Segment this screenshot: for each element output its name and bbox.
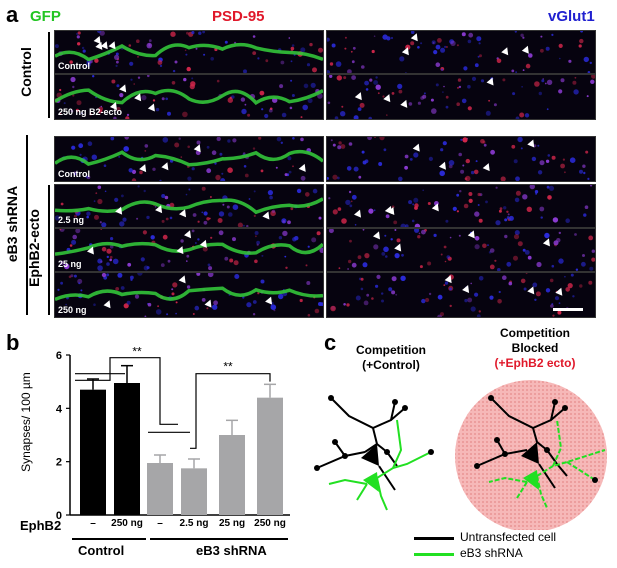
shrna-group-label: eB3 shRNA: [4, 185, 20, 263]
left-cells-diagram: [314, 395, 434, 511]
control-x-group-label: Control: [78, 543, 125, 558]
sig-bracket-1: [75, 357, 178, 425]
micrograph-3-right: [326, 136, 596, 182]
micrograph-label-2: 250 ng B2-ecto: [58, 107, 123, 117]
x-tick-label-2: 250 ng: [111, 518, 143, 529]
shrna-x-group-label: eB3 shRNA: [196, 543, 267, 558]
right-title-line2: Blocked: [511, 341, 559, 355]
sig-bracket-2: [190, 373, 271, 449]
sig-label-2: **: [223, 360, 233, 374]
y-tick-label: 2: [56, 457, 62, 469]
panel-a-letter: a: [6, 2, 19, 27]
ephb2-ecto-bracket: [48, 185, 50, 315]
bar-5: [219, 435, 245, 515]
micrograph-label-1: Control: [58, 61, 90, 71]
micrograph-label-4: 2.5 ng: [58, 215, 85, 225]
micrograph-label-3: Control: [58, 169, 90, 179]
left-title-line2: (+Control): [362, 358, 420, 372]
bar-1: [80, 389, 106, 515]
y-tick-label: 6: [56, 350, 62, 362]
control-group-label: Control: [18, 47, 34, 97]
x-tick-label-4: 2.5 ng: [180, 518, 209, 529]
shrna-underline: [150, 538, 288, 540]
legend-green-swatch: [414, 553, 454, 556]
y-tick-label: 0: [56, 510, 62, 522]
micrograph-2-left: 250 ng B2-ecto: [54, 74, 324, 120]
x-tick-label-6: 250 ng: [254, 518, 286, 529]
bar-chart: 0 2 4 6 – 250 ng – 2.5 ng 25 ng 250 ng ** **: [56, 345, 290, 529]
competition-diagram: [314, 380, 607, 530]
x-tick-label-3: –: [157, 518, 163, 529]
y-tick-label: 4: [56, 403, 63, 415]
left-title-line1: Competition: [356, 343, 426, 357]
right-title-line1: Competition: [500, 326, 570, 340]
micrograph-6-left: 250 ng: [54, 272, 324, 318]
micrograph-4-right: [326, 184, 596, 228]
x-tick-label-1: –: [90, 518, 96, 529]
micrograph-label-6: 250 ng: [58, 305, 87, 315]
control-underline: [72, 538, 146, 540]
micrograph-5-right: [326, 228, 596, 272]
x-tick-label-5: 25 ng: [219, 518, 245, 529]
micrograph-label-5: 25 ng: [58, 259, 82, 269]
left-title: Competition (+Control): [336, 343, 446, 373]
panel-b-letter: b: [6, 330, 20, 355]
micrograph-2-right: [326, 74, 596, 120]
legend-green-label: eB3 shRNA: [460, 546, 523, 560]
bar-3: [147, 463, 173, 515]
right-title-line3: (+EphB2 ecto): [494, 356, 576, 370]
micrograph-4-left: 2.5 ng: [54, 184, 324, 228]
micrograph-6-right: [326, 272, 596, 318]
ephb2-row-label: EphB2: [20, 518, 62, 533]
right-title: Competition Blocked (+EphB2 ecto): [470, 326, 600, 371]
scale-bar: [553, 308, 583, 311]
right-cells-diagram: [455, 380, 607, 530]
psd95-header: PSD-95: [212, 8, 265, 25]
micrograph-1-right: [326, 30, 596, 74]
shrna-group-bracket: [26, 135, 28, 315]
vglut1-header: vGlut1: [548, 8, 595, 25]
micrograph-5-left: 25 ng: [54, 228, 324, 272]
sig-label-1: **: [132, 345, 142, 359]
micrograph-3-left: Control: [54, 136, 324, 182]
gfp-header: GFP: [30, 8, 61, 25]
panel-c-letter: c: [324, 330, 337, 355]
bar-6: [257, 397, 283, 515]
control-group-bracket: [48, 32, 50, 118]
bar-4: [181, 468, 207, 515]
bar-2: [114, 383, 140, 515]
legend-black-label: Untransfected cell: [460, 530, 557, 544]
legend-black-swatch: [414, 537, 454, 540]
micrograph-1-left: Control: [54, 30, 324, 74]
ephb2-ecto-label: EphB2-ecto: [26, 209, 42, 287]
